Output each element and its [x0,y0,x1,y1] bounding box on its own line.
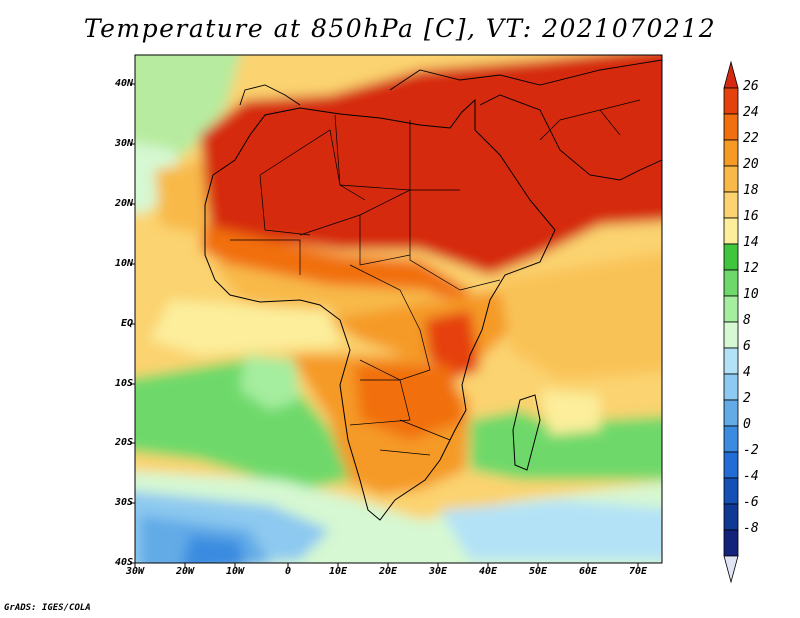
colorbar-label: 16 [743,209,759,224]
lat-label-30s: 30S [114,497,133,508]
colorbar-label: 18 [743,183,759,198]
colorbar [723,60,739,584]
colorbar-swatch [723,295,739,323]
colorbar-label: -2 [743,443,759,458]
colorbar-label: 0 [743,417,751,432]
credit-text: GrADS: IGES/COLA [4,603,91,613]
lat-label-10s: 10S [114,378,133,389]
colorbar-swatch [723,87,739,115]
colorbar-swatch [723,191,739,219]
lat-label-40n: 40N [114,78,133,89]
colorbar-swatch [723,165,739,193]
lon-label-60e: 60E [578,566,598,577]
colorbar-label: 4 [743,365,751,380]
colorbar-label: 14 [743,235,759,250]
colorbar-label: 20 [743,157,759,172]
colorbar-swatch [723,347,739,375]
lon-label-20e: 20E [378,566,398,577]
colorbar-swatch [723,529,739,557]
colorbar-swatch [723,373,739,401]
colorbar-label: 2 [743,391,751,406]
colorbar-swatch [723,113,739,141]
colorbar-label: 26 [743,79,759,94]
lat-label-10n: 10N [114,258,133,269]
colorbar-label: -8 [743,521,759,536]
lon-label-50e: 50E [528,566,548,577]
colorbar-swatch [723,451,739,479]
lon-label-40e: 40E [478,566,498,577]
colorbar-swatch [723,399,739,427]
colorbar-label: 24 [743,105,759,120]
colorbar-swatch [723,321,739,349]
colorbar-swatch [723,269,739,297]
colorbar-swatch [723,217,739,245]
colorbar-label: 12 [743,261,759,276]
colorbar-arrow-bottom [723,555,739,584]
colorbar-label: -4 [743,469,759,484]
lon-label-30w: 30W [125,566,145,577]
colorbar-label: 8 [743,313,751,328]
lon-label-10e: 10E [328,566,348,577]
colorbar-swatch [723,139,739,167]
lon-label-70e: 70E [628,566,648,577]
colorbar-swatch [723,243,739,271]
colorbar-label: 10 [743,287,759,302]
colorbar-swatch [723,425,739,453]
lon-label-10w: 10W [225,566,245,577]
lat-label-40s: 40S [114,557,133,568]
colorbar-swatch [723,477,739,505]
colorbar-label: 22 [743,131,759,146]
lat-label-20n: 20N [114,198,133,209]
colorbar-arrow-top [723,60,739,89]
colorbar-label: -6 [743,495,759,510]
lat-label-eq: EQ [120,318,133,329]
lon-label-30e: 30E [428,566,448,577]
colorbar-swatch [723,503,739,531]
lon-label-0: 0 [284,566,292,577]
lon-label-20w: 20W [175,566,195,577]
lat-label-20s: 20S [114,437,133,448]
lat-label-30n: 30N [114,138,133,149]
map-title: Temperature at 850hPa [C], VT: 202107021… [83,14,717,43]
colorbar-label: 6 [743,339,751,354]
